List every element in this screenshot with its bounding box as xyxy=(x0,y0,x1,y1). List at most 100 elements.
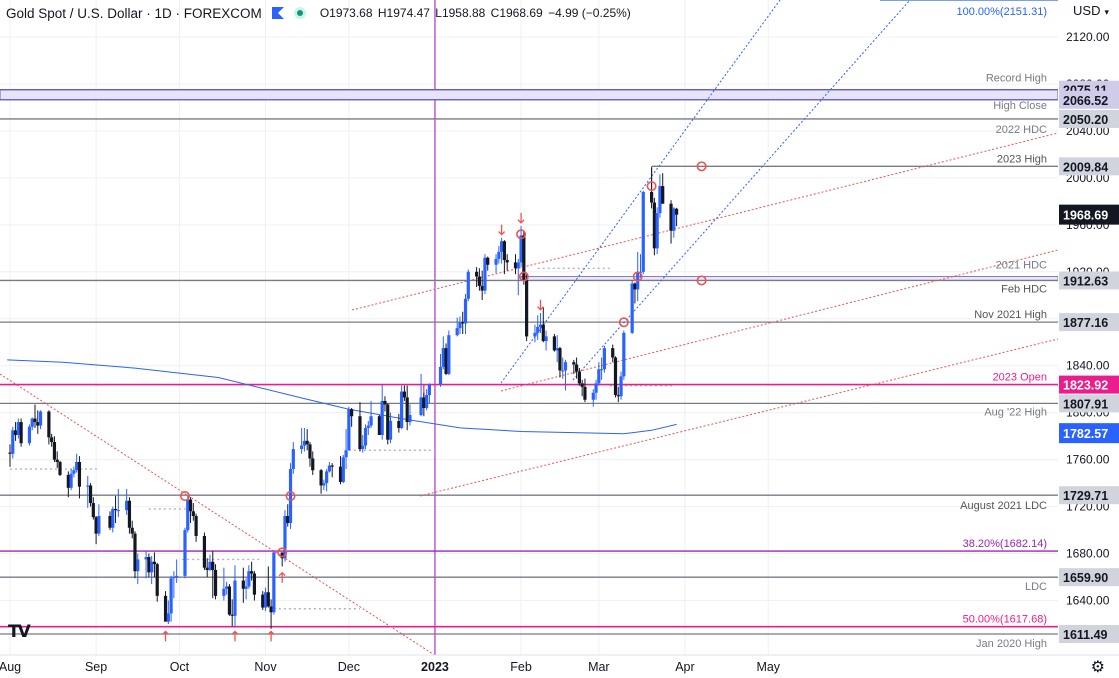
candle-body xyxy=(208,561,212,571)
candle xyxy=(94,515,98,545)
x-tick-label: May xyxy=(756,660,780,674)
symbol-title[interactable]: Gold Spot / U.S. Dollar · 1D · FOREXCOM xyxy=(6,5,262,21)
candle xyxy=(150,555,154,585)
candle xyxy=(377,415,382,435)
level-label: 2023 Open xyxy=(993,372,1047,384)
candle-body xyxy=(263,592,268,608)
candle xyxy=(466,269,470,302)
candle xyxy=(658,174,662,218)
candle-body xyxy=(186,499,190,531)
candle xyxy=(183,527,187,579)
level-label: 2023 High xyxy=(997,153,1047,165)
candle-body xyxy=(244,586,248,589)
candle xyxy=(577,368,581,386)
candle-body xyxy=(419,397,423,416)
candle-body xyxy=(602,348,606,370)
candle-body xyxy=(227,586,232,615)
candle xyxy=(650,167,654,209)
candle-body xyxy=(261,594,265,608)
candle xyxy=(350,407,354,427)
candle xyxy=(225,581,229,595)
pivot-circle-marker xyxy=(696,161,707,172)
candle xyxy=(286,504,290,527)
time-axis-bg xyxy=(0,655,1119,678)
candle-body xyxy=(111,508,115,528)
candle-body xyxy=(522,235,526,281)
low-value: L1958.88 xyxy=(435,6,486,20)
candle xyxy=(622,330,626,380)
candle xyxy=(591,389,595,407)
candle xyxy=(447,330,451,376)
candle xyxy=(75,453,79,473)
candle xyxy=(19,418,23,447)
arrow-up-icon xyxy=(162,630,169,642)
chevron-down-icon: ▾ xyxy=(1104,7,1109,17)
candle xyxy=(50,433,54,447)
candle xyxy=(86,476,90,508)
tradingview-logo-icon[interactable]: TV xyxy=(8,622,31,642)
lower-pitchfork-line xyxy=(572,0,911,381)
candle-body xyxy=(480,285,484,291)
candle-body xyxy=(541,324,545,342)
pivot-circle-marker xyxy=(696,275,707,286)
candle xyxy=(347,406,351,451)
candle xyxy=(202,532,207,571)
candle-body xyxy=(16,422,20,435)
candle-body xyxy=(655,213,659,249)
candle xyxy=(116,488,120,518)
candle-body xyxy=(222,588,226,596)
candle-body xyxy=(622,332,626,377)
candle xyxy=(419,373,423,417)
candle-body xyxy=(86,485,90,487)
candle-body xyxy=(33,418,37,423)
candle xyxy=(400,385,404,430)
level-label: August 2021 LDC xyxy=(960,500,1047,512)
candle-body xyxy=(366,425,370,428)
candle xyxy=(500,237,504,264)
candle xyxy=(305,429,309,451)
candle-body xyxy=(363,427,368,446)
gear-icon[interactable]: ⚙ xyxy=(1090,659,1105,676)
candle-body xyxy=(272,552,276,613)
x-tick-label: 2023 xyxy=(421,660,449,674)
candle-body xyxy=(166,613,170,622)
candle-body xyxy=(580,383,584,387)
candle xyxy=(630,280,634,335)
candle-body xyxy=(661,186,665,204)
candle xyxy=(300,427,304,454)
candle-body xyxy=(630,283,634,333)
candle-body xyxy=(347,409,351,451)
candle-body xyxy=(266,592,270,607)
level-lines xyxy=(0,89,1058,635)
candle xyxy=(669,200,673,244)
candle-body xyxy=(361,445,365,450)
x-tick-label: Apr xyxy=(675,660,694,674)
candle xyxy=(36,410,40,434)
candle xyxy=(427,383,432,404)
candle xyxy=(133,531,137,579)
pivot-circle-marker xyxy=(516,229,527,240)
candle-body xyxy=(519,235,523,263)
currency-selector[interactable]: USD ▾ xyxy=(1073,3,1109,18)
candle xyxy=(541,307,545,343)
candle xyxy=(522,230,526,285)
candle xyxy=(211,551,215,599)
candle-body xyxy=(286,515,290,524)
candle-body xyxy=(144,557,148,560)
level-label: Feb HDC xyxy=(1001,283,1047,295)
price-badge-label: 1729.71 xyxy=(1063,489,1108,503)
candle xyxy=(227,584,232,616)
price-badge-bg xyxy=(1059,313,1119,332)
candle xyxy=(552,334,556,352)
candle xyxy=(11,426,15,459)
candle-body xyxy=(538,324,543,327)
price-badge-label: 1782.57 xyxy=(1063,427,1108,441)
candle xyxy=(261,591,265,610)
arrow-down-icon xyxy=(537,299,544,311)
candle-body xyxy=(466,271,470,299)
candle-body xyxy=(38,411,43,426)
candle xyxy=(230,599,234,627)
flag-icon[interactable] xyxy=(271,7,284,19)
candle-body xyxy=(205,567,209,571)
